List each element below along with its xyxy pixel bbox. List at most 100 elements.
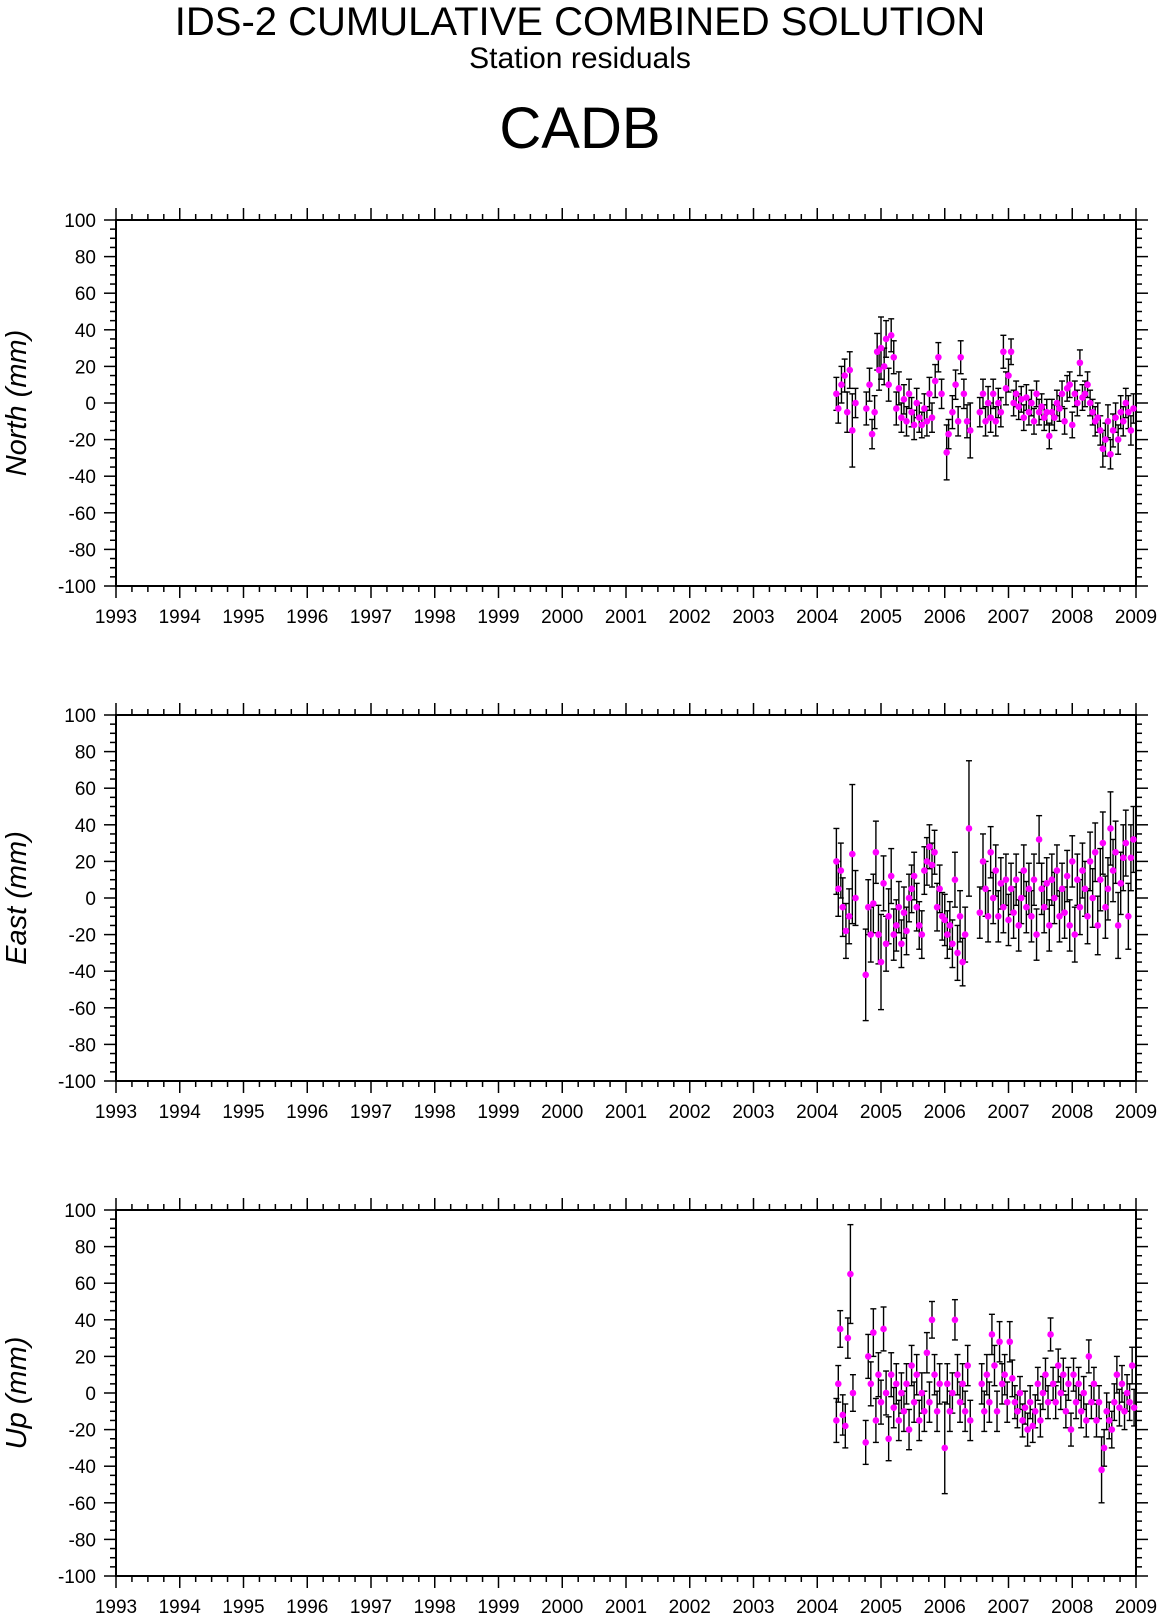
data-point [963,418,971,425]
data-point [1074,399,1081,407]
data-point [913,1371,920,1378]
data-point [841,372,848,379]
data-point [1127,854,1135,862]
data-point [887,1371,895,1378]
data-point [1020,414,1028,421]
data-point [1090,1380,1098,1388]
data-point [1077,1408,1085,1415]
data-point [1029,1422,1037,1430]
data-point [1119,854,1127,862]
data-point [1057,1389,1065,1397]
up-plot-frame [115,1209,1137,1577]
data-point [880,880,887,887]
data-point [921,405,928,412]
data-point [1066,922,1073,929]
up-x-tick-label: 2004 [796,1597,839,1618]
east-x-tick-label: 1996 [286,1102,328,1123]
data-point [1086,858,1094,865]
north-y-tick-label: 20 [75,357,96,378]
data-point [933,1408,941,1415]
data-point [1012,390,1020,398]
east-y-tick-label: 0 [85,889,96,910]
up-y-tick-label: 40 [75,1311,96,1332]
east-x-tick-label: 2008 [1051,1102,1093,1123]
east-x-tick-label: 1993 [95,1102,137,1123]
data-point [910,1398,918,1406]
data-point [1086,399,1094,407]
east-y-tick-label: 20 [75,852,96,873]
data-point [875,931,882,938]
data-point [1063,872,1071,880]
data-point [833,858,840,865]
data-point [1058,885,1066,893]
data-point [895,903,903,911]
data-point [1038,885,1045,893]
north-y-tick-label: -100 [58,577,96,598]
data-point [842,927,850,935]
data-point [845,913,853,920]
data-point [935,353,942,361]
data-point [1114,922,1122,929]
data-point [1031,1408,1039,1415]
data-point [986,1398,993,1406]
data-point [1121,1408,1128,1415]
data-point [1056,913,1063,920]
data-point [1007,885,1015,893]
east-x-tick-label: 2005 [860,1102,902,1123]
north-y-tick-label: -80 [69,540,96,561]
data-point [1074,876,1081,883]
data-point [949,1389,956,1397]
north-y-tick-label: 40 [75,321,96,342]
data-point [877,958,885,966]
data-point [959,958,966,966]
data-point [1108,1426,1116,1433]
data-point [1030,876,1038,883]
data-point [1061,909,1068,916]
data-point [993,1408,1001,1415]
data-point [1035,408,1043,416]
data-point [926,843,933,851]
data-point [908,408,915,416]
data-point [903,927,910,935]
data-point [1125,408,1132,416]
north-data-points [833,331,1137,458]
data-point [1000,348,1007,356]
data-point [915,414,923,421]
data-point [1076,359,1084,367]
data-point [1003,1398,1011,1406]
data-point [1094,922,1102,929]
data-point [954,1371,961,1378]
data-point [1126,1398,1133,1406]
data-point [995,913,1002,920]
data-point [1099,839,1107,847]
data-point [1093,1417,1100,1424]
north-panel: 100 80 60 40 20 0 -20 -40 -60 -80 -100 1993 1994 1995… [1,208,1157,628]
data-point [1072,1398,1080,1406]
data-point [833,390,840,398]
up-x-tick-label: 2002 [669,1597,711,1618]
data-point [864,1353,872,1360]
data-point [905,894,913,902]
north-x-tick-label: 2008 [1051,607,1093,628]
data-point [1005,916,1012,924]
data-point [1099,445,1107,453]
data-point [961,1408,969,1415]
data-point [1088,1398,1095,1406]
data-point [1012,876,1020,883]
data-point [949,408,956,416]
data-point [903,418,910,425]
east-x-tick-label: 2009 [1115,1102,1157,1123]
data-point [1076,903,1084,911]
data-point [1130,836,1137,843]
north-x-tick-label: 2009 [1115,607,1157,628]
north-y-tick-label: 100 [64,211,96,232]
data-point [868,430,876,438]
data-point [1023,394,1030,401]
up-x-tick-label: 1996 [286,1597,328,1618]
up-y-tick-label: 20 [75,1347,96,1368]
data-point [866,381,873,389]
east-y-tick-label: 100 [64,706,96,727]
data-point [1117,880,1124,887]
data-point [989,894,997,902]
data-point [1039,1389,1047,1397]
